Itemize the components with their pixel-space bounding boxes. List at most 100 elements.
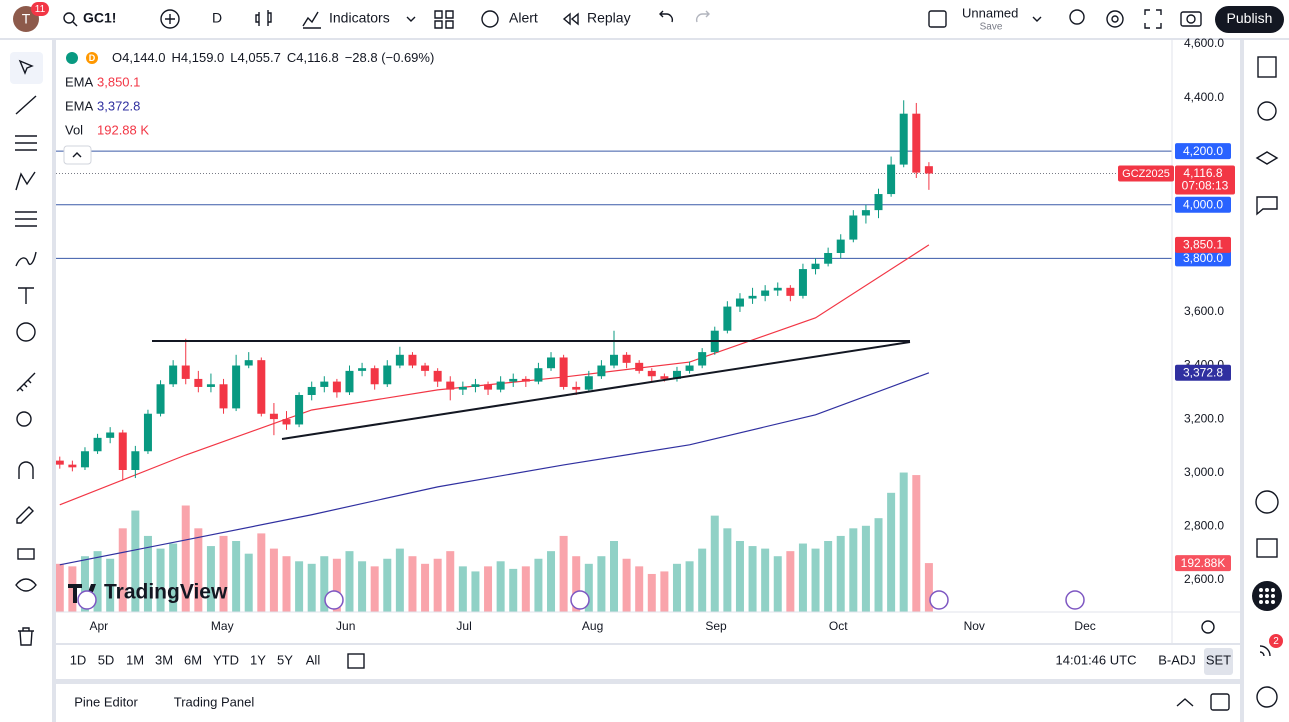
range-button[interactable]: 1D bbox=[70, 652, 87, 667]
layouts-icon[interactable] bbox=[434, 10, 454, 29]
delete-tool[interactable] bbox=[18, 627, 34, 646]
chevron[interactable] bbox=[406, 16, 416, 22]
alert[interactable]: Alert bbox=[509, 10, 538, 26]
help[interactable] bbox=[1256, 686, 1278, 708]
alerts[interactable] bbox=[1257, 101, 1277, 121]
search-icon[interactable] bbox=[63, 12, 75, 24]
candle-body bbox=[685, 365, 694, 371]
support-trendline[interactable] bbox=[281, 341, 911, 440]
candle-body bbox=[320, 381, 329, 387]
visibility-tool[interactable] bbox=[15, 578, 37, 592]
volume-bar bbox=[874, 518, 883, 612]
layers[interactable] bbox=[1255, 151, 1279, 165]
status-dot bbox=[66, 52, 78, 64]
axis-settings[interactable] bbox=[1201, 620, 1215, 634]
save[interactable]: Save bbox=[980, 22, 1003, 33]
tech-analysis[interactable] bbox=[1255, 490, 1279, 514]
chevron[interactable] bbox=[1032, 16, 1042, 22]
candle-body bbox=[584, 376, 593, 390]
x-tick-label: Apr bbox=[89, 619, 108, 633]
interval[interactable]: D bbox=[212, 10, 222, 26]
range-button[interactable]: All bbox=[306, 652, 321, 667]
candle-body bbox=[484, 384, 493, 390]
expand-panel[interactable] bbox=[1176, 698, 1194, 707]
range-button[interactable]: 5Y bbox=[277, 652, 293, 667]
range-buttons: 1D 5D 1M 3M 6M YTD 1Y 5Y All bbox=[70, 652, 321, 667]
ohlc-value: 4,055.7 bbox=[238, 50, 281, 65]
lock-tool[interactable] bbox=[17, 548, 35, 560]
y-tick-label: 4,400.0 bbox=[1184, 90, 1224, 104]
candle-body bbox=[383, 365, 392, 385]
ema-label: 3,850.1 bbox=[1183, 238, 1223, 252]
candle-body bbox=[622, 354, 631, 363]
chat[interactable] bbox=[1256, 196, 1278, 216]
trendline-tool[interactable] bbox=[15, 95, 37, 115]
zoom-tool[interactable] bbox=[16, 411, 32, 427]
prediction-tool[interactable] bbox=[15, 211, 37, 227]
maximize-panel[interactable] bbox=[1210, 693, 1230, 711]
goto-date[interactable] bbox=[347, 653, 365, 669]
add-symbol[interactable] bbox=[160, 9, 180, 29]
indicators[interactable]: Indicators bbox=[329, 10, 390, 26]
event-icon[interactable] bbox=[324, 590, 344, 610]
watchlist[interactable] bbox=[1257, 56, 1277, 78]
measure-tool[interactable] bbox=[16, 372, 36, 392]
symbol[interactable]: GC1! bbox=[83, 10, 116, 26]
chart-type[interactable] bbox=[255, 10, 272, 26]
session[interactable]: SET bbox=[1206, 652, 1231, 667]
panel-tab[interactable]: Pine Editor bbox=[74, 694, 138, 709]
layout-name[interactable]: Unnamed bbox=[962, 5, 1018, 20]
candle-body bbox=[395, 354, 404, 366]
brush-tool[interactable] bbox=[15, 251, 37, 267]
indicator-value: 3,850.1 bbox=[97, 74, 140, 89]
volume-bar bbox=[358, 561, 367, 612]
candle-body bbox=[446, 381, 455, 390]
magnet-tool[interactable] bbox=[18, 461, 34, 479]
text-tool[interactable] bbox=[18, 287, 34, 304]
redo[interactable] bbox=[695, 10, 710, 23]
replay-icon[interactable] bbox=[562, 12, 579, 26]
icon-tool[interactable] bbox=[16, 322, 36, 342]
event-icon[interactable] bbox=[77, 590, 97, 610]
sidebar-icons bbox=[1255, 56, 1279, 708]
volume-bar bbox=[748, 546, 757, 612]
x-tick-label: Jun bbox=[336, 619, 355, 633]
adjust[interactable]: B-ADJ bbox=[1158, 652, 1196, 667]
event-icon[interactable] bbox=[570, 590, 590, 610]
publish[interactable]: Publish bbox=[1227, 10, 1273, 26]
range-button[interactable]: 6M bbox=[184, 652, 202, 667]
collapse-button[interactable] bbox=[63, 145, 92, 165]
layout-icon[interactable] bbox=[928, 10, 947, 28]
settings[interactable] bbox=[1106, 10, 1124, 28]
candle-body bbox=[143, 413, 152, 452]
range-button[interactable]: 5D bbox=[98, 652, 115, 667]
undo[interactable] bbox=[659, 10, 674, 23]
calendar[interactable] bbox=[1256, 538, 1278, 558]
avatar-initial: T bbox=[22, 11, 31, 27]
news[interactable] bbox=[1259, 645, 1271, 657]
replay[interactable]: Replay bbox=[587, 10, 631, 26]
snapshot[interactable] bbox=[1180, 11, 1202, 27]
event-icon[interactable] bbox=[1065, 590, 1085, 610]
fullscreen[interactable] bbox=[1144, 9, 1162, 29]
x-tick-label: Aug bbox=[582, 619, 603, 633]
quick-search[interactable] bbox=[1069, 9, 1085, 25]
fib-tool[interactable] bbox=[15, 135, 37, 151]
range-button[interactable]: 1Y bbox=[250, 652, 266, 667]
volume-bar bbox=[836, 535, 845, 612]
event-icon[interactable] bbox=[929, 590, 949, 610]
range-button[interactable]: 1M bbox=[126, 652, 144, 667]
range-button[interactable]: 3M bbox=[155, 652, 173, 667]
ohlc-value: 4,144.0 bbox=[122, 50, 165, 65]
lock-drawings[interactable] bbox=[16, 506, 34, 524]
indicators-icon[interactable] bbox=[302, 11, 321, 29]
range-button[interactable]: YTD bbox=[213, 652, 239, 667]
publish-button[interactable] bbox=[1215, 6, 1284, 33]
panel-tab[interactable]: Trading Panel bbox=[174, 694, 255, 709]
candle-body bbox=[56, 460, 64, 465]
cursor-tool[interactable] bbox=[18, 59, 34, 75]
pattern-tool[interactable] bbox=[15, 171, 36, 191]
volume-bar bbox=[849, 528, 858, 612]
alert-icon[interactable] bbox=[481, 10, 499, 28]
volume-bar bbox=[547, 551, 556, 612]
